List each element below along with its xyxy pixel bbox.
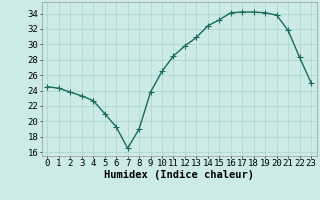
X-axis label: Humidex (Indice chaleur): Humidex (Indice chaleur) bbox=[104, 170, 254, 180]
